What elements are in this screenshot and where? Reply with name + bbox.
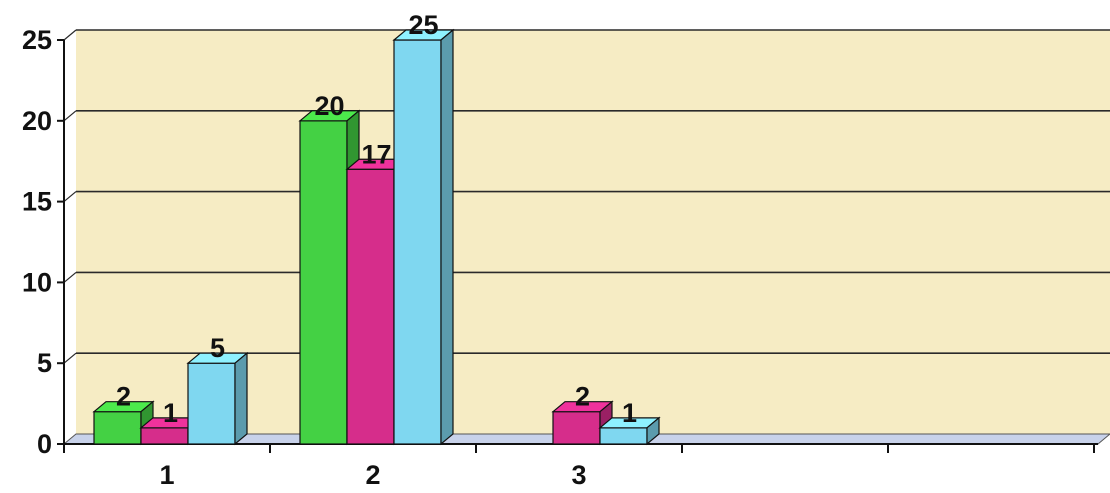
bar-side xyxy=(646,416,660,446)
data-label: 17 xyxy=(361,139,391,169)
x-tick-label: 3 xyxy=(571,460,586,488)
y-tick-label: 5 xyxy=(37,348,52,378)
bar-front xyxy=(187,362,236,445)
bar-side xyxy=(234,351,248,446)
bar-front xyxy=(299,120,348,445)
bar xyxy=(92,400,155,446)
gridline-connector xyxy=(63,29,77,41)
y-tick-label: 20 xyxy=(22,106,52,136)
bar-front xyxy=(393,39,442,445)
y-tick-label: 0 xyxy=(37,429,52,459)
data-label: 1 xyxy=(622,398,637,428)
gridline-connector xyxy=(63,271,77,283)
gridline-connector xyxy=(63,352,77,364)
data-label: 2 xyxy=(116,382,131,412)
data-label: 25 xyxy=(408,10,438,40)
y-tick-label: 10 xyxy=(22,267,52,297)
bar-front xyxy=(552,411,601,445)
gridline-connector xyxy=(63,191,77,203)
x-tick-label: 2 xyxy=(365,460,380,488)
bar xyxy=(186,351,249,446)
bar xyxy=(598,416,661,446)
bar-front xyxy=(346,168,395,445)
bar-front xyxy=(599,427,648,445)
data-label: 2 xyxy=(575,382,590,412)
y-tick-label: 25 xyxy=(22,25,52,55)
bar-front xyxy=(140,427,189,445)
data-label: 20 xyxy=(314,91,344,121)
bar xyxy=(392,28,455,446)
data-label: 1 xyxy=(163,398,178,428)
data-label: 5 xyxy=(210,333,225,363)
x-tick-label: 1 xyxy=(159,460,174,488)
y-tick-label: 15 xyxy=(22,187,52,217)
bar-front xyxy=(93,411,142,445)
plot-wall xyxy=(76,30,1110,434)
gridline-connector xyxy=(63,110,77,122)
bar-side xyxy=(440,28,454,446)
